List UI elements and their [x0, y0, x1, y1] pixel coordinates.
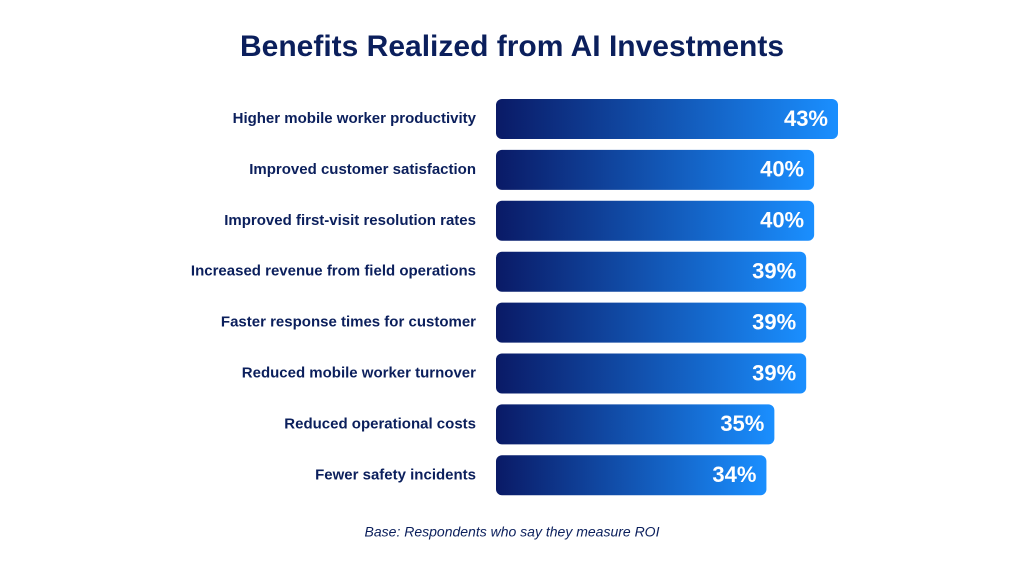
value-label: 43% — [784, 106, 828, 131]
value-label: 40% — [760, 157, 804, 182]
value-label: 35% — [720, 411, 764, 436]
bar — [496, 455, 767, 496]
category-label: Higher mobile worker productivity — [233, 110, 477, 127]
value-label: 34% — [712, 462, 756, 487]
bar — [496, 251, 807, 292]
category-label: Reduced operational costs — [284, 415, 476, 432]
bar — [496, 302, 807, 343]
category-label: Increased revenue from field operations — [191, 263, 476, 280]
category-label: Improved first-visit resolution rates — [224, 212, 476, 229]
value-label: 40% — [760, 208, 804, 233]
value-label: 39% — [752, 309, 796, 334]
bar — [496, 99, 838, 139]
chart-title: Benefits Realized from AI Investments — [240, 30, 784, 63]
value-label: 39% — [752, 360, 796, 385]
category-label: Fewer safety incidents — [315, 466, 476, 483]
value-label: 39% — [752, 259, 796, 284]
category-label: Faster response times for customer — [221, 314, 476, 331]
bar — [496, 353, 807, 394]
bar — [496, 200, 815, 241]
footnote: Base: Respondents who say they measure R… — [365, 524, 660, 540]
category-label: Improved customer satisfaction — [249, 161, 476, 178]
bar — [496, 404, 775, 445]
bar — [496, 149, 815, 190]
category-label: Reduced mobile worker turnover — [242, 364, 476, 381]
